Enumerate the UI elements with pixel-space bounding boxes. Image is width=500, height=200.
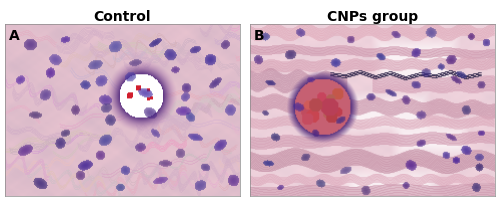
Title: CNPs group: CNPs group [327, 10, 418, 24]
Text: B: B [254, 29, 264, 43]
Text: A: A [8, 29, 20, 43]
Title: Control: Control [94, 10, 151, 24]
